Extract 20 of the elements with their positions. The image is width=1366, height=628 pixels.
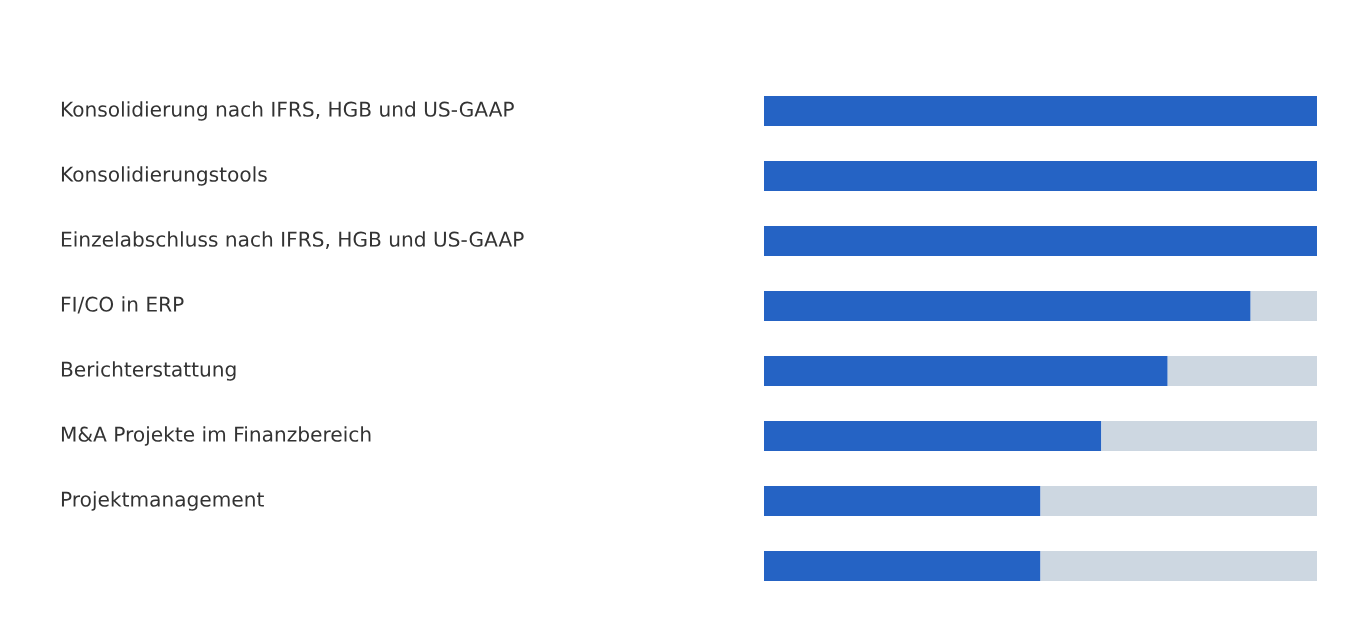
y-tick-label: Einzelabschluss nach IFRS, HGB und US-GAAP <box>61 231 524 249</box>
y-tick-label: Konsolidierungstools <box>61 166 267 186</box>
bar <box>1101 421 1317 451</box>
bar <box>764 551 1041 581</box>
bar <box>1250 291 1317 321</box>
bar <box>764 161 1317 191</box>
bar <box>764 486 1041 516</box>
bar <box>764 356 1168 386</box>
y-tick-label: Projektmanagement <box>61 491 264 511</box>
y-tick-label: FI/CO in ERP <box>61 296 184 314</box>
bar <box>764 96 1317 126</box>
bar <box>764 291 1251 321</box>
y-tick-label: M&A Projekte im Finanzbereich <box>61 426 371 446</box>
bar <box>764 421 1102 451</box>
bar <box>1040 551 1317 581</box>
y-tick-label: Konsolidierung nach IFRS, HGB und US-GAAP <box>61 101 514 121</box>
bar <box>1040 486 1317 516</box>
y-tick-label: Berichterstattung <box>61 361 236 381</box>
bar <box>764 226 1317 256</box>
bar <box>1167 356 1317 386</box>
